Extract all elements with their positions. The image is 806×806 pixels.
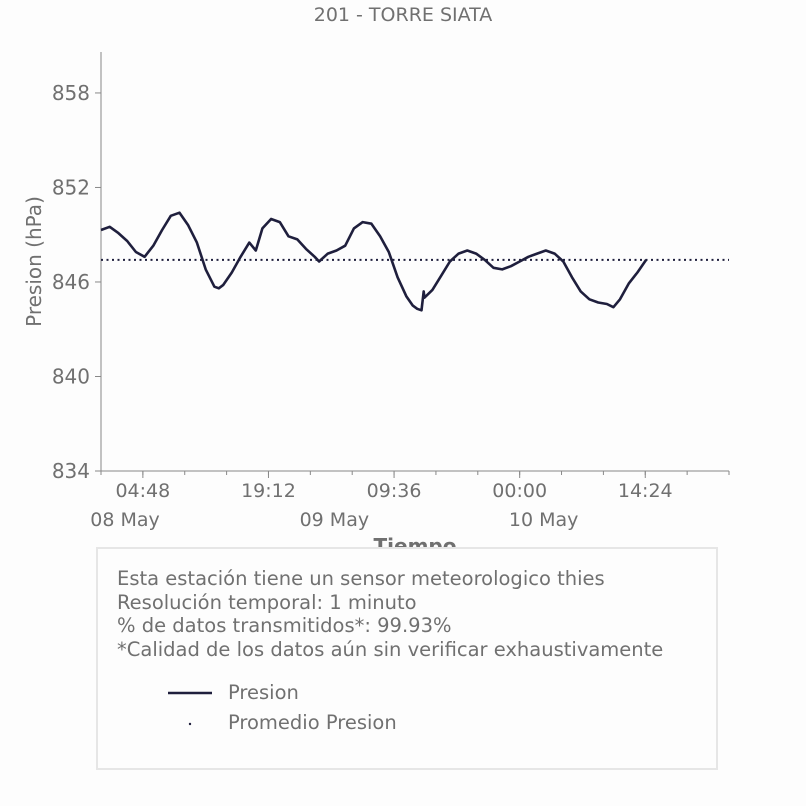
legend-swatch-dot bbox=[188, 722, 192, 726]
legend-label-presion: Presion bbox=[228, 681, 299, 704]
x-tick-label: 04:48 bbox=[115, 480, 170, 502]
y-tick-label: 834 bbox=[52, 459, 90, 483]
legend-label-promedio: Promedio Presion bbox=[228, 711, 397, 734]
info-text: Esta estación tiene un sensor meteorolog… bbox=[117, 567, 663, 661]
y-tick-label: 846 bbox=[52, 270, 90, 294]
info-box: Esta estación tiene un sensor meteorolog… bbox=[96, 547, 718, 770]
x-tick-label: 09:36 bbox=[367, 480, 422, 502]
info-line-transmitted: % de datos transmitidos*: 99.93% bbox=[117, 614, 452, 637]
x-tick-label: 14:24 bbox=[618, 480, 673, 502]
x-tick-label: 19:12 bbox=[241, 480, 296, 502]
y-tick-label: 858 bbox=[52, 81, 90, 105]
x-date-label: 08 May bbox=[90, 509, 160, 531]
x-date-label: 09 May bbox=[300, 509, 370, 531]
y-tick-label: 840 bbox=[52, 364, 90, 388]
x-date-label: 10 May bbox=[509, 509, 579, 531]
info-line-resolution: Resolución temporal: 1 minuto bbox=[117, 590, 417, 614]
chart-title: 201 - TORRE SIATA bbox=[313, 4, 493, 26]
info-line-quality: *Calidad de los datos aún sin verificar … bbox=[117, 637, 664, 661]
info-line-sensor: Esta estación tiene un sensor meteorolog… bbox=[117, 567, 605, 590]
y-axis-label: Presion (hPa) bbox=[22, 196, 46, 327]
y-tick-label: 852 bbox=[52, 175, 90, 199]
legend-swatch-solid-line bbox=[168, 691, 212, 695]
pressure-series-line bbox=[100, 211, 648, 312]
x-tick-label: 00:00 bbox=[492, 480, 547, 502]
